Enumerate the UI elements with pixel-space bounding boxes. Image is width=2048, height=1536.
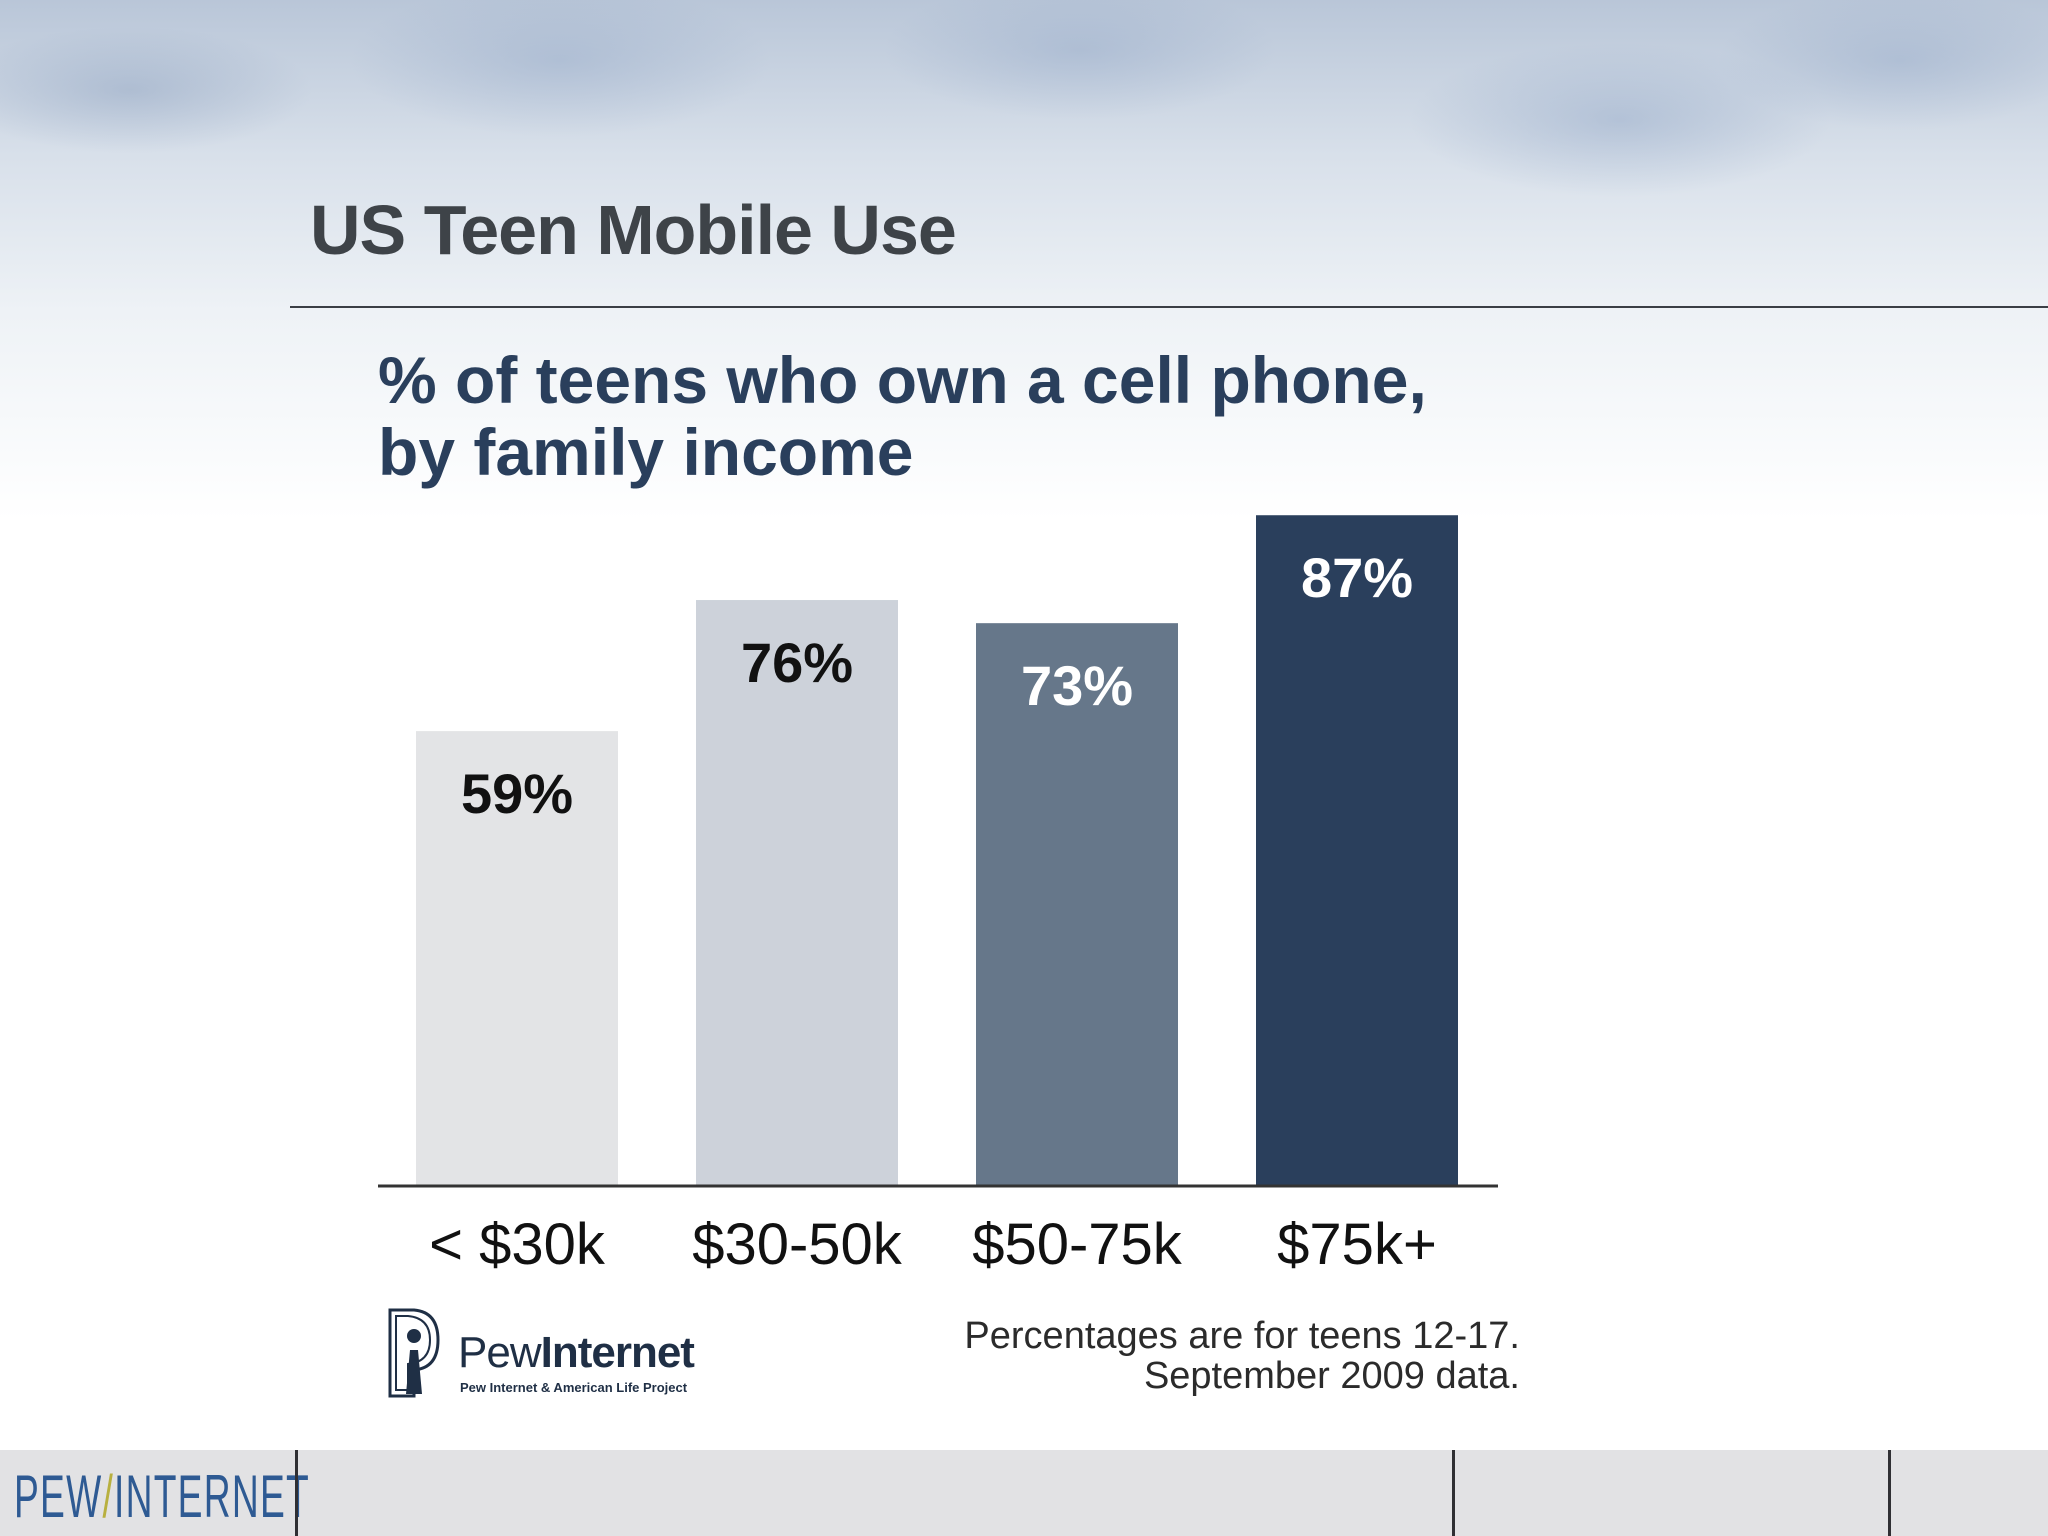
x-tick-label: < $30k xyxy=(429,1212,606,1277)
title-divider xyxy=(290,306,2048,308)
footer-pew-internet-logo: PEW/INTERNET xyxy=(14,1462,310,1531)
logo-subtitle: Pew Internet & American Life Project xyxy=(460,1380,688,1395)
x-tick-label: $30-50k xyxy=(692,1212,903,1277)
chart-title: % of teens who own a cell phone, by fami… xyxy=(378,344,1578,488)
pew-internet-logo: PewInternet Pew Internet & American Life… xyxy=(384,1306,724,1402)
x-tick-label: $75k+ xyxy=(1277,1212,1437,1277)
pew-logo-icon xyxy=(388,1308,440,1398)
footer-logo-internet: INTERNET xyxy=(114,1463,310,1530)
footer-divider xyxy=(1888,1450,1891,1536)
footnote-line-2: September 2009 data. xyxy=(1143,1355,1520,1397)
footer-divider xyxy=(1452,1450,1455,1536)
bar-2 xyxy=(976,623,1178,1186)
slide-title: US Teen Mobile Use xyxy=(310,191,957,269)
logo-word-internet: Internet xyxy=(540,1328,695,1377)
chart-title-line-1: % of teens who own a cell phone, xyxy=(378,343,1427,417)
x-tick-label: $50-75k xyxy=(972,1212,1183,1277)
bar-0 xyxy=(416,731,618,1186)
bar-value-label: 73% xyxy=(1021,654,1133,717)
chart-footnote: Percentages are for teens 12-17. Septemb… xyxy=(964,1316,1520,1396)
footer-divider xyxy=(295,1450,298,1536)
bar-value-label: 87% xyxy=(1301,546,1413,609)
bar-1 xyxy=(696,600,898,1186)
logo-wordmark: PewInternet xyxy=(458,1328,695,1378)
chart-title-line-2: by family income xyxy=(378,415,914,489)
footer-logo-slash: / xyxy=(102,1463,115,1530)
bar-3 xyxy=(1256,515,1458,1186)
footnote-line-1: Percentages are for teens 12-17. xyxy=(964,1315,1520,1357)
bar-value-label: 76% xyxy=(741,631,853,694)
footer-logo-pew: PEW xyxy=(14,1463,103,1530)
footer-bar xyxy=(0,1450,2048,1536)
background-header-image xyxy=(0,0,2048,520)
logo-word-pew: Pew xyxy=(458,1328,542,1377)
bar-value-label: 59% xyxy=(461,762,573,825)
